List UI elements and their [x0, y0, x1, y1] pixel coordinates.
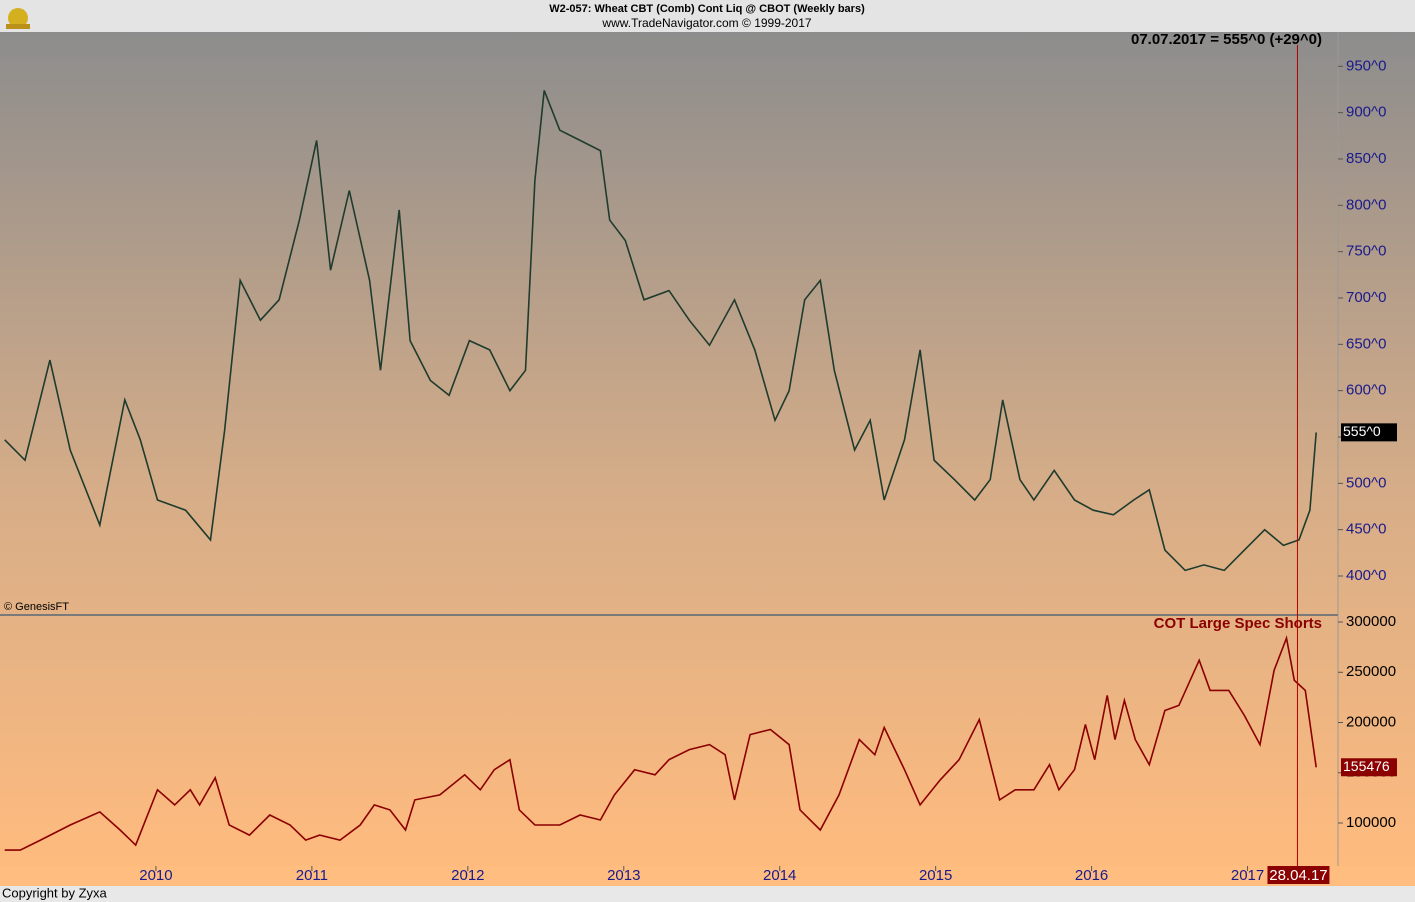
y-tick-label: 200000 — [1346, 713, 1396, 730]
x-tick-label: 2011 — [296, 867, 328, 884]
y-tick-label: 600^0 — [1346, 382, 1386, 399]
last-value-tag — [1341, 758, 1397, 777]
footer-bar — [0, 886, 1415, 902]
x-tick-label: 2014 — [763, 867, 796, 884]
x-tick-label: 2013 — [607, 867, 640, 884]
chart-title: W2-057: Wheat CBT (Comb) Cont Liq @ CBOT… — [549, 3, 865, 15]
x-tick-label: 2012 — [451, 867, 484, 884]
x-tick-label: 2010 — [139, 867, 172, 884]
y-tick-label: 900^0 — [1346, 104, 1386, 121]
source: © GenesisFT — [4, 601, 69, 613]
price-line — [4, 635, 1317, 851]
cursor-label: 28.04.17 — [1269, 867, 1327, 884]
y-tick-label: 250000 — [1346, 663, 1396, 680]
y-tick-label: 450^0 — [1346, 521, 1386, 538]
y-tick-label: 300000 — [1346, 613, 1396, 630]
x-axis-band — [0, 866, 1415, 886]
y-tick-label: 500^0 — [1346, 474, 1386, 491]
last-value-tag — [1341, 423, 1397, 442]
y-tick-label: 850^0 — [1346, 150, 1386, 167]
price-line — [4, 90, 1317, 572]
x-tick-label: 2016 — [1075, 867, 1108, 884]
cursor-tag — [1267, 866, 1330, 884]
chart-subtitle: www.TradeNavigator.com © 1999-2017 — [601, 16, 811, 30]
y-tick-label: 100000 — [1346, 814, 1396, 831]
copyright: Copyright by Zyxa — [2, 885, 108, 900]
y-tick-label: 800^0 — [1346, 196, 1386, 213]
y-tick-label: 650^0 — [1346, 335, 1386, 352]
annotation: 07.07.2017 = 555^0 (+29^0) — [1131, 31, 1322, 48]
y-tick-label: 400^0 — [1346, 567, 1386, 584]
last-value-label: 155476 — [1343, 758, 1390, 774]
header-bar — [0, 0, 1415, 32]
plot-background — [0, 32, 1415, 866]
last-value-label: 555^0 — [1343, 423, 1381, 439]
y-tick-label: 950^0 — [1346, 57, 1386, 74]
logo — [6, 8, 30, 29]
y-tick-label: 750^0 — [1346, 243, 1386, 260]
y-tick-label: 700^0 — [1346, 289, 1386, 306]
x-tick-label: 2017 — [1231, 867, 1264, 884]
panel-title: COT Large Spec Shorts — [1154, 615, 1322, 632]
x-tick-label: 2015 — [919, 867, 952, 884]
